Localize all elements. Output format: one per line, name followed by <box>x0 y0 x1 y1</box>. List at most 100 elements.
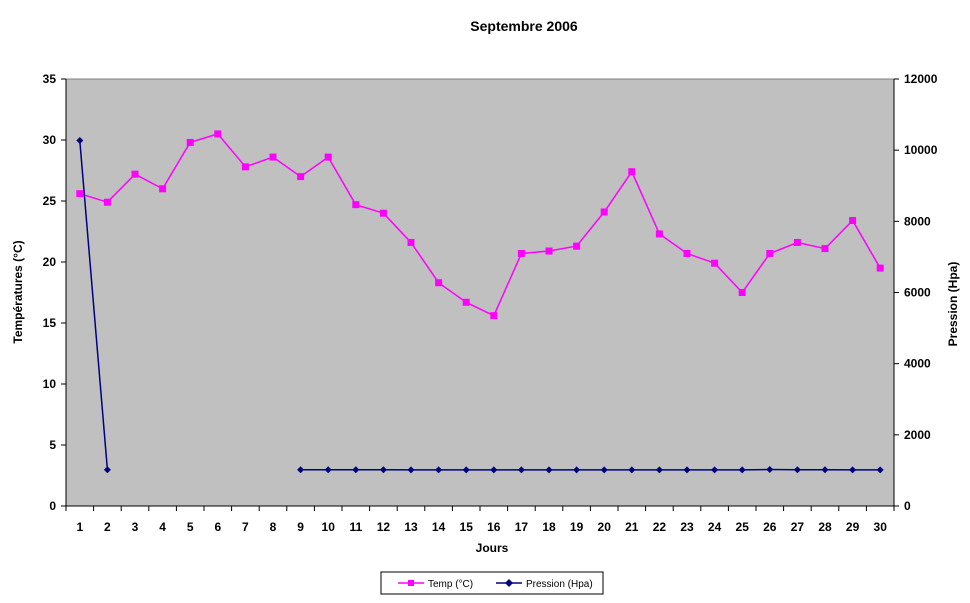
y-right-tick-label: 2000 <box>904 428 931 442</box>
x-tick-label: 1 <box>76 520 83 534</box>
temp-point <box>131 170 139 178</box>
x-tick-label: 14 <box>432 520 446 534</box>
y-left-tick-label: 35 <box>43 72 57 86</box>
pression-point <box>407 466 415 474</box>
legend-marker-pression <box>505 579 513 587</box>
temp-point <box>462 298 470 306</box>
temp-point <box>324 153 332 161</box>
plot-area <box>65 78 895 507</box>
x-tick-label: 29 <box>846 520 860 534</box>
pression-point <box>683 466 691 474</box>
legend-label-pression: Pression (Hpa) <box>526 579 593 590</box>
temp-point <box>821 245 829 253</box>
x-tick-label: 20 <box>598 520 612 534</box>
pression-point <box>849 466 857 474</box>
pression-point <box>462 466 470 474</box>
legend-box <box>380 571 604 595</box>
pression-point <box>821 466 829 474</box>
pression-point <box>793 466 801 474</box>
temp-point <box>269 153 277 161</box>
x-tick-label: 16 <box>487 520 501 534</box>
temp-point <box>683 249 691 257</box>
y-right-tick-label: 4000 <box>904 357 931 371</box>
temp-point <box>711 259 719 267</box>
pression-point <box>876 466 884 474</box>
y-right-tick-label: 0 <box>904 499 911 513</box>
temp-point <box>766 249 774 257</box>
y-left-tick-label: 25 <box>43 194 57 208</box>
x-tick-label: 8 <box>270 520 277 534</box>
x-tick-label: 13 <box>404 520 418 534</box>
left-axis-label: Températures (°C) <box>11 240 25 343</box>
x-tick-label: 17 <box>515 520 529 534</box>
x-tick-label: 9 <box>297 520 304 534</box>
temp-point <box>517 249 525 257</box>
y-left-tick-label: 15 <box>43 316 57 330</box>
pression-point <box>545 466 553 474</box>
temp-point <box>876 264 884 272</box>
x-tick-label: 27 <box>791 520 805 534</box>
temp-point <box>738 289 746 296</box>
y-left-tick-label: 10 <box>43 377 57 391</box>
x-tick-label: 3 <box>132 520 139 534</box>
pression-point <box>297 466 305 474</box>
x-tick-label: 21 <box>625 520 639 534</box>
temp-point <box>76 190 84 198</box>
x-tick-label: 2 <box>104 520 111 534</box>
pression-point <box>600 466 608 474</box>
legend-label-temp: Temp (°C) <box>428 579 473 590</box>
x-tick-label: 25 <box>736 520 750 534</box>
x-axis-label: Jours <box>476 541 509 555</box>
x-tick-label: 5 <box>187 520 194 534</box>
temp-point <box>490 312 498 320</box>
pression-point <box>573 466 581 474</box>
pression-point <box>352 466 360 474</box>
pression-point <box>738 466 746 474</box>
pression-point <box>655 466 663 474</box>
x-tick-label: 19 <box>570 520 584 534</box>
x-tick-label: 12 <box>377 520 391 534</box>
x-tick-label: 24 <box>708 520 722 534</box>
x-tick-label: 6 <box>214 520 221 534</box>
y-left-tick-label: 20 <box>43 255 57 269</box>
pression-point <box>490 466 498 474</box>
pression-point <box>517 466 525 474</box>
right-axis-label: Pression (Hpa) <box>946 262 960 347</box>
temp-point <box>573 242 581 250</box>
pression-point <box>379 466 387 474</box>
y-left-tick-label: 30 <box>43 133 57 147</box>
y-left-tick-label: 5 <box>49 438 56 452</box>
temp-point <box>407 238 415 246</box>
x-tick-label: 15 <box>460 520 474 534</box>
legend-marker-temp <box>408 580 414 586</box>
x-tick-label: 23 <box>680 520 694 534</box>
x-tick-label: 22 <box>653 520 667 534</box>
pression-point <box>711 466 719 474</box>
temp-point <box>241 163 249 171</box>
pression-point <box>324 466 332 474</box>
y-right-tick-label: 8000 <box>904 214 931 228</box>
temp-point <box>379 209 387 217</box>
pression-point <box>628 466 636 474</box>
temp-point <box>849 217 857 225</box>
x-tick-label: 26 <box>763 520 777 534</box>
temp-point <box>655 230 663 238</box>
temp-point <box>628 168 636 176</box>
y-left-tick-label: 0 <box>49 499 56 513</box>
temp-point <box>159 185 167 193</box>
x-tick-label: 28 <box>818 520 832 534</box>
series-line-1 <box>79 140 109 470</box>
temp-point <box>214 130 222 138</box>
pression-point <box>76 137 84 145</box>
pression-point <box>766 466 774 474</box>
temp-point <box>793 238 801 246</box>
temp-point <box>352 201 360 209</box>
y-right-tick-label: 6000 <box>904 286 931 300</box>
x-tick-label: 10 <box>322 520 336 534</box>
temp-point <box>545 247 553 255</box>
series-line-0 <box>79 133 881 317</box>
pression-point <box>435 466 443 474</box>
x-tick-label: 30 <box>874 520 888 534</box>
temp-point <box>297 173 305 181</box>
